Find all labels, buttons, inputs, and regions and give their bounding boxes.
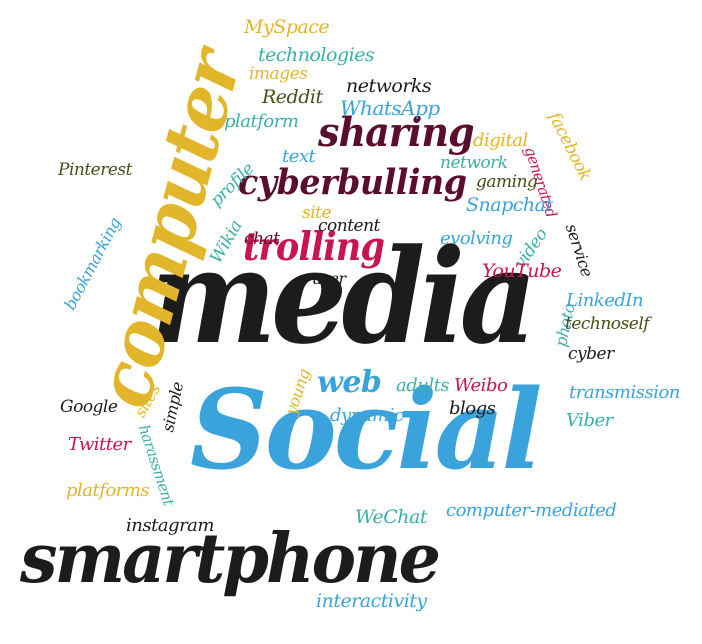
word-dynamic: dynamic: [330, 405, 404, 426]
word-platform: platform: [224, 111, 299, 132]
word-chat: chat: [244, 229, 280, 249]
word-network: network: [440, 153, 508, 173]
word-snapchat: Snapchat: [466, 194, 553, 216]
word-cyber: cyber: [568, 344, 614, 364]
word-web: web: [317, 365, 382, 400]
word-myspace: MySpace: [244, 16, 330, 38]
word-twitter: Twitter: [68, 434, 131, 455]
word-computer-mediated: computer-mediated: [446, 500, 617, 521]
word-sharing: sharing: [318, 109, 475, 156]
word-gaming: gaming: [476, 172, 538, 192]
word-images: images: [249, 64, 308, 84]
word-youtube: YouTube: [482, 260, 562, 282]
word-text: text: [282, 146, 316, 167]
word-networks: networks: [346, 75, 432, 97]
word-technologies: technologies: [258, 44, 375, 66]
word-content: content: [318, 216, 380, 236]
word-reddit: Reddit: [262, 86, 323, 108]
word-user: user: [312, 269, 346, 288]
word-viber: Viber: [566, 410, 613, 431]
word-cyberbulling: cyberbulling: [238, 162, 467, 203]
word-facebook: facebook: [543, 109, 596, 184]
word-weibo: Weibo: [454, 375, 508, 396]
word-trolling: trolling: [243, 224, 385, 270]
word-wechat: WeChat: [355, 506, 427, 528]
word-social: Social: [190, 365, 542, 494]
word-adults: adults: [396, 375, 450, 396]
word-linkedin: LinkedIn: [566, 290, 644, 311]
word-platforms: platforms: [66, 480, 150, 501]
word-smartphone: smartphone: [20, 519, 441, 599]
word-technoself: technoself: [565, 314, 650, 334]
word-service: service: [561, 221, 597, 280]
word-media: media: [150, 220, 537, 373]
word-whatsapp: WhatsApp: [340, 96, 440, 120]
word-interactivity: interactivity: [316, 590, 427, 612]
word-site: site: [302, 203, 332, 223]
word-pinterest: Pinterest: [58, 160, 132, 180]
word-blogs: blogs: [449, 398, 496, 419]
word-instagram: instagram: [126, 515, 214, 536]
word-google: Google: [60, 397, 118, 417]
word-evolving: evolving: [440, 228, 513, 249]
word-transmission: transmission: [569, 382, 680, 403]
word-digital: digital: [473, 130, 528, 151]
